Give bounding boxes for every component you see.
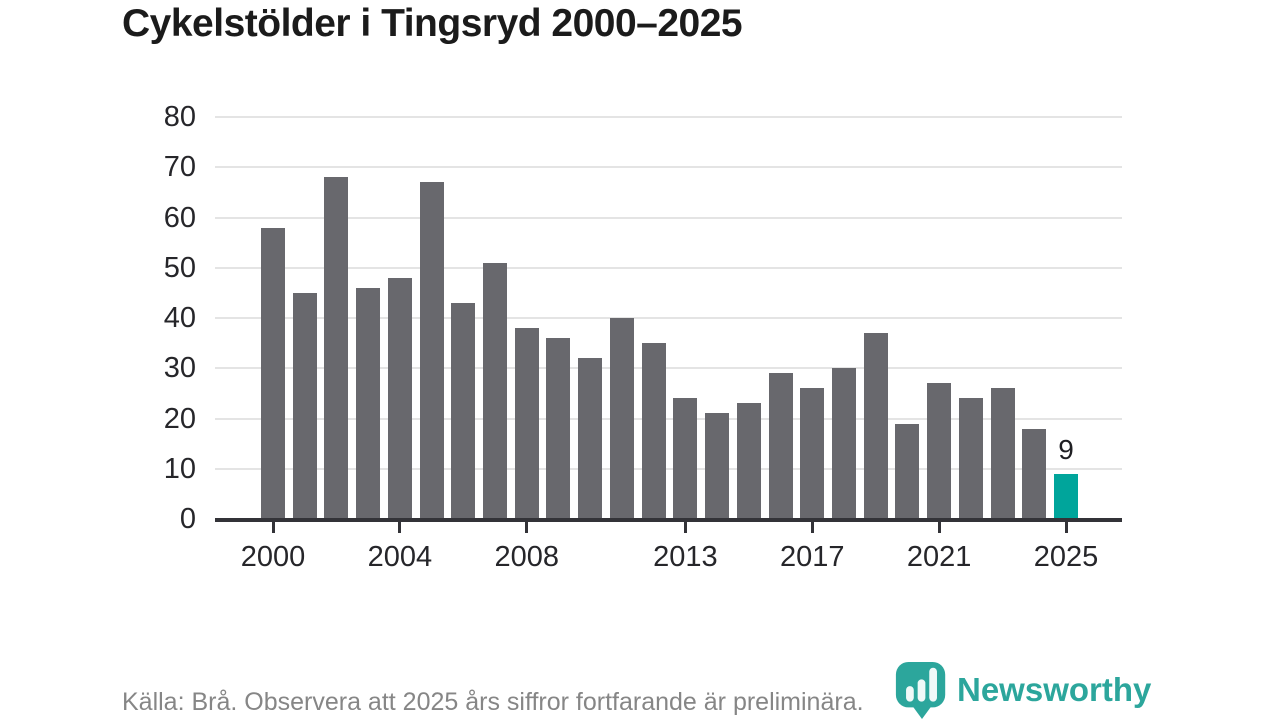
y-axis-label-60: 60 — [163, 201, 196, 234]
source-note: Källa: Brå. Observera att 2025 års siffr… — [122, 688, 864, 716]
bar-2021 — [927, 383, 952, 519]
gridline-y20 — [215, 417, 1122, 420]
bar-2010 — [578, 358, 603, 519]
gridline-y60 — [215, 216, 1122, 219]
x-axis-tick-2017 — [810, 522, 814, 533]
y-axis-label-0: 0 — [179, 503, 196, 535]
x-axis-label-2025: 2025 — [1033, 541, 1099, 573]
bar-2006 — [451, 302, 476, 519]
x-axis-tick-2004 — [398, 522, 402, 533]
x-axis-tick-2021 — [937, 522, 941, 533]
bar-chart: 0 10 20 30 40 50 60 70 80 2000 2004 2008 2013 2017 202… — [163, 101, 1122, 573]
highlight-value-label: 9 — [1058, 433, 1074, 465]
bar-2018 — [831, 368, 856, 519]
bar-2009 — [546, 338, 571, 519]
gridline-y50 — [215, 266, 1122, 269]
y-axis-label-20: 20 — [163, 402, 196, 435]
bar-2008 — [514, 328, 539, 519]
y-axis-label-30: 30 — [163, 352, 196, 385]
y-axis-label-80: 80 — [163, 101, 196, 133]
bar-2003 — [356, 287, 381, 519]
bar-2025 — [1054, 473, 1078, 519]
bar-2011 — [609, 318, 634, 519]
x-axis-label-2008: 2008 — [494, 541, 559, 573]
bar-2016 — [768, 373, 793, 519]
newsworthy-pin-barchart-icon — [895, 661, 946, 719]
x-axis-tick-2013 — [683, 522, 687, 533]
x-axis-label-2017: 2017 — [779, 541, 845, 573]
y-axis-label-70: 70 — [163, 151, 196, 184]
gridline-y40 — [215, 317, 1122, 319]
y-axis-label-10: 10 — [163, 452, 196, 485]
y-axis-label-50: 50 — [163, 251, 196, 284]
gridline-y80 — [215, 116, 1122, 118]
gridline-y10 — [215, 467, 1122, 470]
bar-2015 — [736, 403, 761, 519]
bar-2017 — [800, 388, 825, 519]
bar-2020 — [895, 423, 920, 519]
bar-2014 — [705, 413, 730, 519]
bar-2012 — [641, 343, 666, 519]
bar-2005 — [419, 182, 444, 519]
bar-2019 — [863, 333, 888, 519]
newsworthy-logo: Newsworthy — [893, 660, 1151, 720]
chart-title: Cykelstölder i Tingsryd 2000–2025 — [122, 2, 743, 45]
bar-2007 — [483, 262, 508, 519]
y-axis-label-40: 40 — [163, 302, 196, 334]
bar-2000 — [261, 227, 285, 519]
bar-2013 — [673, 398, 698, 519]
x-axis-tick-2025 — [1064, 522, 1068, 533]
x-axis-label-2013: 2013 — [653, 541, 718, 573]
x-axis-tick-2008 — [525, 522, 529, 533]
x-axis-tick-2000 — [271, 522, 275, 533]
x-axis-line — [215, 518, 1122, 522]
bar-2004 — [387, 277, 412, 519]
x-axis-label-2021: 2021 — [906, 541, 972, 573]
bar-2022 — [958, 398, 983, 519]
bar-2001 — [292, 292, 317, 519]
bar-2024 — [1022, 428, 1047, 519]
gridline-y70 — [215, 166, 1122, 169]
x-axis-label-2004: 2004 — [367, 541, 433, 573]
brand-wordmark: Newsworthy — [957, 671, 1152, 708]
bar-2023 — [990, 388, 1015, 519]
gridline-y30 — [215, 367, 1122, 370]
bar-2002 — [324, 177, 349, 519]
x-axis-label-2000: 2000 — [240, 541, 306, 573]
